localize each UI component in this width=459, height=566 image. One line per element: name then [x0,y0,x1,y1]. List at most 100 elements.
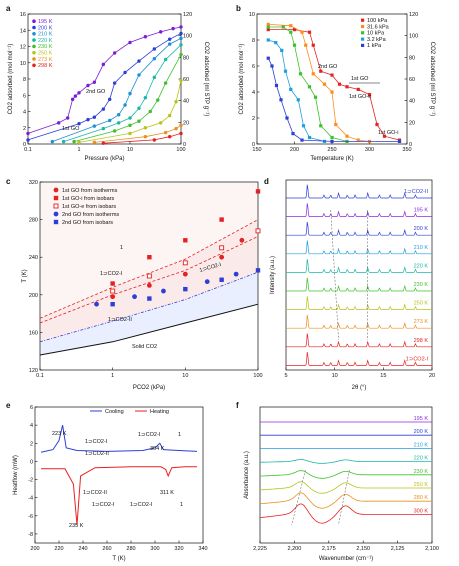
panel-c-data-point [239,237,245,243]
panel-a-right-ytick-label: 80 [183,55,189,61]
panel-b-data-point [307,30,312,34]
panel-a-data-point [167,113,172,118]
panel-c-region-label-co2-ii: 1⊃CO2-II [108,317,132,323]
panel-b-xtick-label: 350 [402,147,411,153]
panel-b-data-point [307,85,312,89]
panel-a-ytick-label: 2 [23,126,26,132]
panel-a-data-point [101,126,106,131]
panel-e-ytick-label: 0 [30,459,33,465]
panel-b-annotation-1st-go: 1st GO [351,76,369,82]
panel-a-legend-label: 250 K [38,51,53,57]
panel-c-legend-label: 2nd GO from isobars [62,220,113,226]
panel-b-ytick-label: 8 [252,38,255,44]
panel-b-right-y-axis-label: CO2 adsorbed (ml STP g⁻¹) [429,42,435,116]
panel-e-y-axis-label: Heatflow (mW) [13,455,19,495]
panel-b-data-point [334,122,338,127]
panel-b-data-point [285,116,289,120]
panel-b-data-point [289,24,293,28]
panel-a-data-point [108,118,112,123]
panel-b-data-point [375,122,379,127]
panel-b-data-point [382,134,387,138]
panel-c-phase-diagram: 0.1 1 10 100 120 160 200 240 280 320 PCO2 (kPa) T (… [22,180,263,391]
panel-c-data-point [219,254,225,260]
panel-a-ytick-label: 12 [20,45,26,51]
panel-a-data-point [108,97,112,102]
panel-b-data-point [283,69,288,73]
panel-a-data-point [116,113,121,117]
panel-c-plot-frame [39,181,259,371]
panel-b-xtick-label: 250 [327,147,336,153]
panel-a-legend-marker [32,19,36,24]
panel-c-region-label-solid: Solid CO2 [132,344,157,350]
panel-b-legend-label: 3.2 kPa [367,37,387,43]
panel-b-data-point [319,69,323,73]
panel-a-data-point [61,139,66,144]
panel-b-data-point [311,72,315,76]
panel-d-xtick-label: 5 [284,373,287,379]
panel-a-data-point [128,116,132,120]
panel-label-a: a [6,4,11,13]
panel-f-ir-trace [259,503,432,524]
panel-b-data-point [300,30,304,34]
panel-b-data-point [296,98,300,102]
panel-c-legend-marker [53,203,59,209]
panel-d-pxrd-trace [286,203,432,217]
panel-b-legend-marker [361,43,365,47]
panel-c-data-point [110,288,116,294]
panel-a-right-y-axis-label: CO2 adsorbed (ml STP g⁻¹) [203,42,209,116]
panel-d-pxrd-patterns: 5 10 15 20 2θ (°) Intensity (a.u.) 1⊃CO2-II 195… [270,179,435,391]
panel-b-annotation-1st-go-i: 1st GO-i [378,130,398,136]
panel-c-boundary-solid-co2 [39,303,259,356]
panel-e-series-line [41,466,197,525]
panel-f-xtick-label: 2,200 [288,546,302,552]
panel-c-data-point [147,296,152,301]
panel-b-data-point [289,87,293,91]
panel-c-legend-label: 2nd GO from isotherms [62,212,119,218]
panel-b-data-point [266,28,270,32]
panel-c-legend-marker [53,211,59,217]
panel-a-legend-label: 230 K [38,44,53,50]
panel-f-trace-label: 300 K [414,508,429,514]
panel-b-annotation-1st-go-e: 1st GO-e [349,94,371,100]
panel-b-data-point [345,134,349,138]
panel-a-data-point [143,126,148,130]
panel-c-ytick-label: 120 [29,368,38,374]
panel-a-data-point [92,80,97,84]
panel-a-legend-marker [32,25,36,30]
panel-e-annotation-1-a: 1 [178,432,181,438]
panel-a-data-point [159,121,163,125]
panel-e-ytick-label: -4 [28,496,33,502]
panel-b-data-point [270,64,274,68]
panel-a-data-point [128,123,132,128]
panel-b-right-ytick-label: 0 [409,142,412,148]
panel-b-data-point [280,48,284,52]
panel-a-data-point [163,130,168,135]
panel-c-data-point [110,281,115,286]
panel-c-xtick-label: 0.1 [36,373,44,379]
panel-b-xtick-label: 200 [290,147,299,153]
panel-b-right-ytick-label: 60 [409,77,415,83]
panel-b-plot-frame [256,13,408,145]
panel-b-data-point [356,87,360,91]
panel-d-trace-label: 250 K [414,301,429,307]
panel-e-annotation-co2-i-c: 1⊃CO2-I [92,502,115,508]
panel-a-data-point [50,139,55,144]
panel-c-region-co2-i-fill [40,219,258,342]
panel-a-data-point [179,31,183,36]
panel-f-ir-trace [259,481,432,494]
panel-b-ytick-label: 0 [252,142,255,148]
panel-c-data-point [147,255,152,260]
panel-b-ytick-label: 2 [252,116,255,122]
panel-a-data-point [123,70,127,75]
panel-a-x-axis-label: Pressure (kPa) [84,156,124,162]
panel-c-legend-label: 1st GO-e from isobars [62,204,116,210]
panel-a-legend-label: 273 K [38,57,53,63]
panel-a-right-ytick-label: 20 [183,120,189,126]
panel-c-legend-label: 1st GO from isotherms [62,188,118,194]
panel-c-xtick-label: 100 [253,373,262,379]
panel-a-right-ytick-label: 40 [183,99,189,105]
panel-b-data-point [356,138,360,142]
panel-a-series-line [73,54,182,142]
panel-a-data-point [137,106,141,110]
panel-a-legend-label: 220 K [38,38,53,44]
